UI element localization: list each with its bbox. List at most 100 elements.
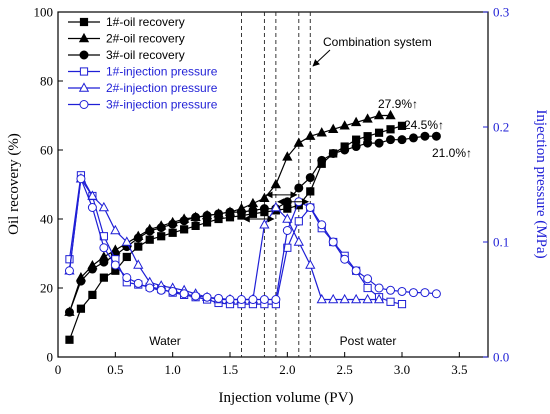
data-point [282, 213, 293, 223]
data-point [121, 236, 132, 246]
legend-label: 2#-injection pressure [106, 81, 218, 95]
data-point [374, 128, 384, 137]
data-point [87, 203, 97, 212]
y-right-tick-label: 0.3 [493, 5, 509, 20]
data-point [168, 228, 177, 237]
data-point [145, 235, 154, 244]
data-point [157, 232, 166, 241]
data-point [191, 212, 201, 222]
data-point [202, 211, 212, 221]
data-point [293, 137, 304, 147]
x-tick-label: 0.5 [107, 362, 123, 377]
x-tick-label: 1.0 [165, 362, 181, 377]
data-point [133, 259, 144, 269]
data-point [259, 204, 269, 214]
data-point [225, 207, 235, 217]
data-point [373, 293, 385, 304]
legend-swatch-marker [78, 82, 90, 92]
legend-item: 3#-injection pressure [68, 98, 218, 112]
combination-arrow [312, 49, 331, 67]
data-point [328, 237, 338, 247]
data-point [283, 243, 292, 252]
data-point [328, 123, 339, 133]
legend-item: 1#-injection pressure [68, 65, 218, 79]
data-point [374, 283, 384, 293]
data-point [397, 135, 407, 145]
data-point [76, 304, 86, 313]
plot-frame [57, 11, 489, 358]
legend-label: 2#-oil recovery [106, 32, 185, 46]
data-point [64, 307, 74, 317]
data-point [306, 187, 315, 196]
x-axis-title: Injection volume (PV) [219, 390, 354, 406]
data-point [350, 293, 362, 304]
x-tick-label: 1.5 [222, 362, 238, 377]
data-point [191, 291, 201, 301]
data-point [65, 335, 74, 344]
y-left-tick-label: 0 [47, 350, 54, 365]
x-tick-label: 2.5 [337, 362, 353, 377]
data-point [64, 266, 74, 276]
data-point [99, 243, 109, 253]
data-point [351, 266, 361, 276]
legend-item: 2#-injection pressure [68, 81, 218, 95]
data-point [340, 145, 350, 155]
data-point [362, 113, 373, 123]
data-point [179, 216, 189, 226]
legend-item: 3#-oil recovery [68, 48, 185, 62]
data-point [316, 127, 327, 137]
data-point [397, 286, 407, 296]
data-point [386, 285, 396, 295]
data-point [339, 293, 350, 304]
x-tick-label: 3.0 [394, 362, 410, 377]
data-point [293, 236, 304, 246]
annotation-post-water: Post water [340, 334, 397, 348]
data-point [270, 201, 282, 212]
data-point [363, 283, 372, 293]
x-tick-label: 3.5 [451, 362, 467, 377]
data-point [420, 131, 430, 141]
data-point [328, 148, 338, 158]
series-3 [64, 131, 441, 317]
data-point [294, 217, 303, 226]
legend-label: 1#-injection pressure [106, 65, 218, 79]
data-point [385, 109, 396, 120]
data-point [317, 155, 327, 165]
data-point [88, 290, 97, 299]
y-right-tick-label: 0.0 [493, 350, 509, 365]
legend-swatch-marker [79, 50, 89, 60]
data-point [271, 295, 281, 304]
data-point [99, 273, 108, 282]
data-point [397, 300, 407, 309]
y-left-tick-label: 100 [34, 5, 54, 20]
y-left-tick-label: 60 [40, 143, 53, 158]
data-point [236, 295, 246, 304]
data-point [87, 264, 97, 274]
annotation-water: Water [149, 334, 181, 348]
data-point [305, 259, 316, 269]
data-point [214, 209, 224, 219]
data-point [168, 286, 178, 296]
data-point [363, 138, 373, 148]
series-4 [65, 171, 407, 309]
data-point [350, 116, 362, 127]
legend-label: 1#-oil recovery [106, 15, 185, 29]
legend-swatch-marker [79, 67, 89, 76]
data-point [363, 274, 373, 284]
data-point [340, 254, 350, 264]
data-point [156, 285, 166, 295]
data-point [98, 201, 110, 212]
data-point [122, 273, 132, 283]
data-point [270, 178, 282, 189]
annotation-final-3: 21.0%↑ [432, 146, 472, 160]
data-point [191, 221, 200, 231]
annotation-combination: Combination system [323, 35, 432, 49]
data-point [294, 183, 304, 193]
data-point [134, 242, 143, 251]
legend-swatch-marker [79, 17, 89, 27]
data-point [305, 130, 316, 140]
data-point [305, 203, 315, 212]
y-left-tick-label: 40 [40, 212, 53, 227]
series-layer [64, 109, 441, 344]
